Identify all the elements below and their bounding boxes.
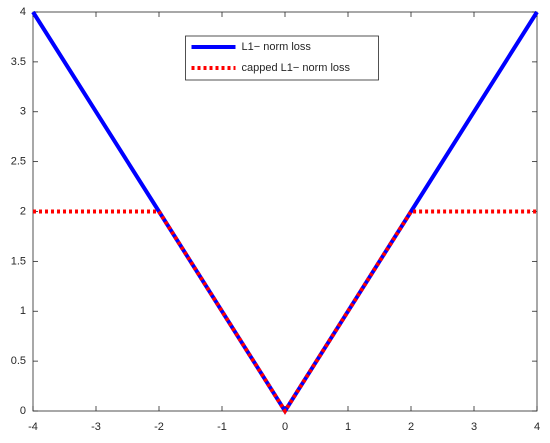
series-line: [33, 209, 537, 415]
x-tick-label: 1: [345, 421, 351, 433]
x-tick-label: 4: [534, 421, 540, 433]
y-tick-label: 3.5: [11, 56, 26, 68]
x-tick-label: -3: [91, 421, 101, 433]
y-tick-label: 0.5: [11, 355, 26, 367]
y-tick-label: 2.5: [11, 156, 26, 168]
x-tick-label: -2: [154, 421, 164, 433]
y-tick-label: 0: [20, 405, 26, 417]
y-tick-label: 1: [20, 305, 26, 317]
legend: [185, 35, 379, 81]
x-tick-label: 3: [471, 421, 477, 433]
x-tick-label: -4: [28, 421, 38, 433]
x-tick-label: -1: [217, 421, 227, 433]
y-tick-label: 1.5: [11, 255, 26, 267]
x-tick-label: 0: [282, 421, 288, 433]
y-tick-label: 2: [20, 205, 26, 217]
legend-label: L1− norm loss: [242, 41, 312, 53]
legend-label: capped L1− norm loss: [242, 62, 351, 74]
y-tick-label: 4: [20, 6, 26, 18]
y-tick-label: 3: [20, 106, 26, 118]
x-tick-label: 2: [408, 421, 414, 433]
